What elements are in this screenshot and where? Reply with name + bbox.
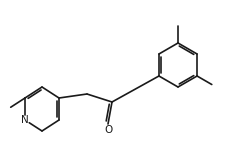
Text: O: O xyxy=(104,125,112,135)
Text: N: N xyxy=(21,115,29,125)
